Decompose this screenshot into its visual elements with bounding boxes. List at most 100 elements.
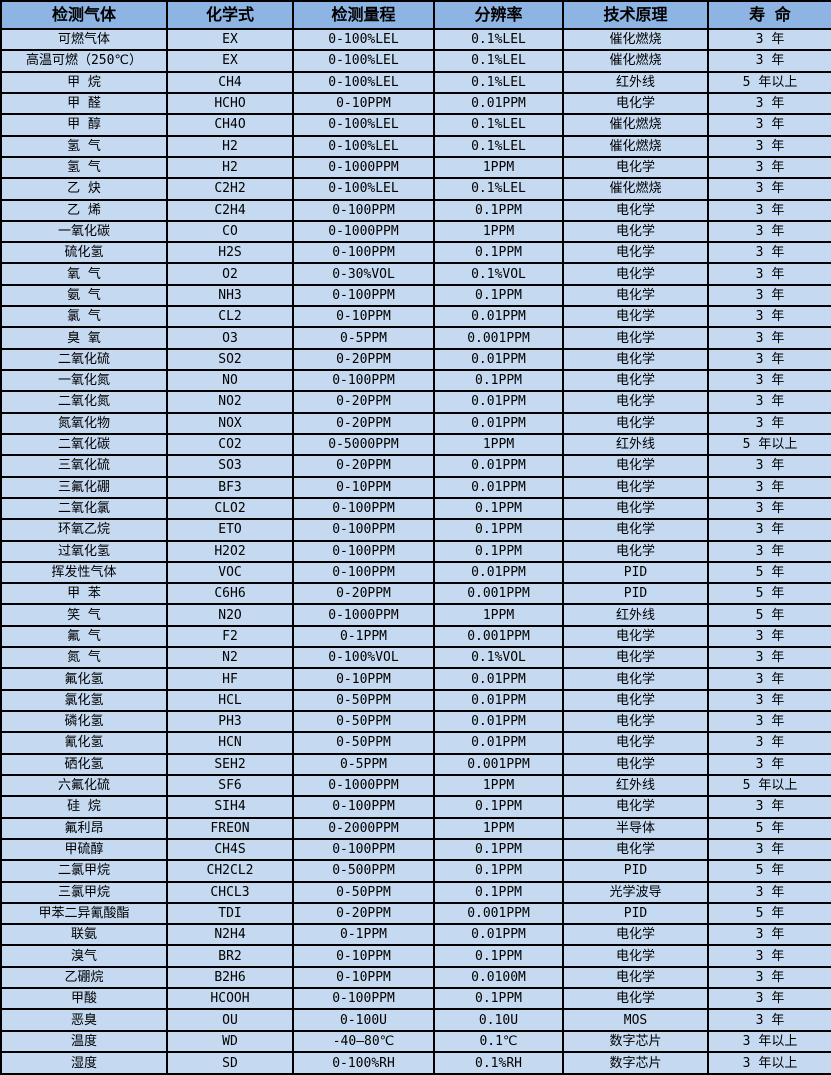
cell-resolution: 0.01PPM [433,411,564,435]
cell-technical-principle: 红外线 [562,603,709,627]
cell-lifespan: 3 年 [707,731,831,755]
cell-chemical-formula: F2 [166,624,294,649]
cell-resolution: 0.1PPM [433,496,564,521]
cell-technical-principle: 电化学 [562,262,709,286]
cell-technical-principle: 电化学 [562,795,709,819]
cell-gas-name: 高温可燃（250℃） [0,49,168,73]
cell-detection-range: 0-1000PPM [292,773,435,798]
cell-lifespan: 3 年 [707,752,831,776]
cell-chemical-formula: EX [166,49,294,73]
cell-detection-range: 0-100U [292,1008,435,1032]
cell-chemical-formula: FREON [166,816,294,840]
table-row: 二氧化氯 CLO2 0-100PPM 0.1PPM 电化学 3 年 [0,496,831,521]
cell-lifespan: 3 年以上 [707,1051,831,1075]
cell-chemical-formula: HF [166,667,294,691]
cell-detection-range: 0-5PPM [292,752,435,776]
cell-technical-principle: 电化学 [562,688,709,713]
cell-detection-range: 0-100PPM [292,837,435,862]
cell-detection-range: 0-20PPM [292,411,435,435]
cell-resolution: 0.1PPM [433,539,564,563]
table-row: 氯 气 CL2 0-10PPM 0.01PPM 电化学 3 年 [0,305,831,329]
cell-detection-range: 0-100PPM [292,368,435,393]
table-body: 可燃气体 EX 0-100%LEL 0.1%LEL 催化燃烧 3 年高温可燃（250℃） E… [0,27,831,1075]
table-row: 溴气 BR2 0-10PPM 0.1PPM 电化学 3 年 [0,944,831,968]
cell-resolution: 0.001PPM [433,624,564,649]
cell-resolution: 0.1PPM [433,368,564,393]
cell-detection-range: 0-100%LEL [292,27,435,52]
cell-resolution: 0.1%LEL [433,70,564,94]
cell-gas-name: 磷化氢 [0,709,168,734]
cell-chemical-formula: N2 [166,646,294,670]
cell-detection-range: 0-100%RH [292,1051,435,1075]
table-row: 磷化氢 PH3 0-50PPM 0.01PPM 电化学 3 年 [0,709,831,734]
cell-chemical-formula: WD [166,1029,294,1054]
table-row: 恶臭 OU 0-100U 0.10U MOS 3 年 [0,1008,831,1032]
cell-gas-name: 溴气 [0,944,168,968]
cell-technical-principle: 红外线 [562,773,709,798]
cell-technical-principle: PID [562,901,709,926]
cell-technical-principle: 电化学 [562,305,709,329]
cell-detection-range: 0-20PPM [292,454,435,478]
cell-detection-range: 0-100%LEL [292,177,435,201]
cell-resolution: 0.1%VOL [433,646,564,670]
cell-resolution: 0.0100M [433,965,564,990]
cell-gas-name: 氮 气 [0,646,168,670]
cell-technical-principle: 催化燃烧 [562,134,709,158]
cell-technical-principle: 红外线 [562,432,709,457]
cell-gas-name: 氨 气 [0,283,168,308]
cell-lifespan: 3 年 [707,368,831,393]
cell-gas-name: 二氯甲烷 [0,859,168,883]
cell-resolution: 0.01PPM [433,688,564,713]
cell-gas-name: 甲 苯 [0,582,168,606]
cell-detection-range: 0-50PPM [292,688,435,713]
cell-detection-range: 0-100%LEL [292,70,435,94]
cell-resolution: 0.1PPM [433,283,564,308]
column-header-technical-principle: 技术原理 [562,0,709,30]
column-header-chemical-formula: 化学式 [166,0,294,30]
cell-lifespan: 3 年 [707,49,831,73]
table-row: 硒化氢 SEH2 0-5PPM 0.001PPM 电化学 3 年 [0,752,831,776]
cell-detection-range: 0-100PPM [292,241,435,265]
cell-resolution: 0.1PPM [433,944,564,968]
cell-chemical-formula: CH4 [166,70,294,94]
cell-detection-range: 0-100%LEL [292,134,435,158]
cell-resolution: 0.1%LEL [433,134,564,158]
cell-gas-name: 甲 醛 [0,91,168,116]
cell-gas-name: 挥发性气体 [0,560,168,585]
cell-resolution: 0.1%LEL [433,113,564,137]
cell-lifespan: 3 年 [707,347,831,372]
cell-chemical-formula: HCL [166,688,294,713]
cell-resolution: 0.001PPM [433,326,564,350]
table-row: 甲 烷 CH4 0-100%LEL 0.1%LEL 红外线 5 年以上 [0,70,831,94]
cell-detection-range: 0-20PPM [292,901,435,926]
column-header-lifespan: 寿 命 [707,0,831,30]
cell-resolution: 1PPM [433,603,564,627]
cell-chemical-formula: NOX [166,411,294,435]
cell-chemical-formula: N2H4 [166,923,294,947]
cell-detection-range: 0-1PPM [292,923,435,947]
cell-resolution: 1PPM [433,773,564,798]
cell-chemical-formula: SEH2 [166,752,294,776]
cell-chemical-formula: PH3 [166,709,294,734]
column-header-detection-range: 检测量程 [292,0,435,30]
cell-gas-name: 氧 气 [0,262,168,286]
cell-gas-name: 硅 烷 [0,795,168,819]
cell-resolution: 0.001PPM [433,752,564,776]
cell-lifespan: 3 年 [707,113,831,137]
cell-resolution: 0.1PPM [433,880,564,904]
cell-detection-range: 0-100PPM [292,518,435,542]
cell-resolution: 1PPM [433,155,564,180]
cell-resolution: 0.01PPM [433,91,564,116]
cell-chemical-formula: VOC [166,560,294,585]
cell-technical-principle: 半导体 [562,816,709,840]
cell-chemical-formula: BF3 [166,475,294,499]
table-row: 可燃气体 EX 0-100%LEL 0.1%LEL 催化燃烧 3 年 [0,27,831,52]
cell-detection-range: 0-100PPM [292,560,435,585]
cell-resolution: 0.1%LEL [433,49,564,73]
cell-technical-principle: PID [562,560,709,585]
cell-technical-principle: 电化学 [562,646,709,670]
cell-chemical-formula: SO3 [166,454,294,478]
cell-gas-name: 氰化氢 [0,731,168,755]
table-row: 乙 烯 C2H4 0-100PPM 0.1PPM 电化学 3 年 [0,198,831,222]
table-header-row: 检测气体 化学式 检测量程 分辨率 技术原理寿 命 [0,0,831,30]
